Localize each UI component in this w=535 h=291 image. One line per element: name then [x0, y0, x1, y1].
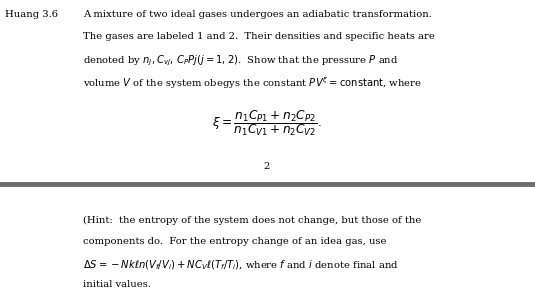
Text: The gases are labeled 1 and 2.  Their densities and specific heats are: The gases are labeled 1 and 2. Their den…	[83, 32, 434, 41]
Text: components do.  For the entropy change of an idea gas, use: components do. For the entropy change of…	[83, 237, 386, 246]
Text: volume $V$ of the system obegys the constant $PV^{\xi} = \mathrm{constant}$, whe: volume $V$ of the system obegys the cons…	[83, 75, 422, 91]
Text: $\Delta S = -Nk\ell n(V_f/V_i) + NC_V \ell(T_f/T_i)$, where $f$ and $i$ denote f: $\Delta S = -Nk\ell n(V_f/V_i) + NC_V \e…	[83, 259, 398, 272]
Text: Huang 3.6: Huang 3.6	[5, 10, 58, 19]
Text: denoted by $n_j, C_{vj},\, C_P Pj(j=1,2)$.  Show that the pressure $P$ and: denoted by $n_j, C_{vj},\, C_P Pj(j=1,2)…	[83, 53, 398, 68]
Text: 2: 2	[264, 162, 270, 171]
Text: $\xi = \dfrac{n_1 C_{P1} + n_2 C_{P2}}{n_1 C_{V1} + n_2 C_{V2}}.$: $\xi = \dfrac{n_1 C_{P1} + n_2 C_{P2}}{n…	[212, 108, 322, 138]
Text: (Hint:  the entropy of the system does not change, but those of the: (Hint: the entropy of the system does no…	[83, 216, 421, 225]
Text: A mixture of two ideal gases undergoes an adiabatic transformation.: A mixture of two ideal gases undergoes a…	[83, 10, 432, 19]
Text: initial values.: initial values.	[83, 281, 150, 290]
